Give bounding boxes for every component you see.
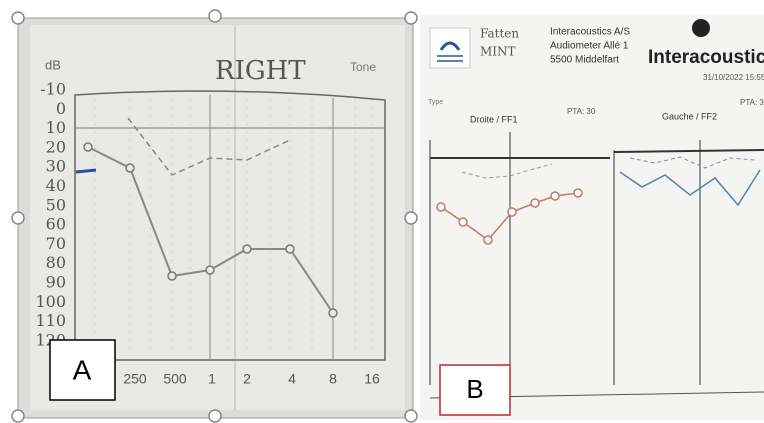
chart-frame (74, 90, 386, 361)
panel-label: B (466, 374, 483, 404)
y-label: 20 (46, 137, 66, 156)
heading: RIGHT (215, 56, 306, 86)
resize-handles (11, 9, 418, 423)
y-label: 10 (46, 118, 66, 137)
y-label: 110 (35, 311, 66, 330)
right-title: Gauche / FF2 (662, 111, 717, 121)
right-air-curve (619, 169, 761, 207)
y-labels: -100102030405060708090100110120 (35, 80, 66, 350)
x-label: 250 (123, 371, 147, 387)
x-label: 4 (288, 371, 296, 387)
logo-globe (692, 19, 710, 37)
x-labels: 250 500 1 2 4 8 16 (123, 371, 380, 387)
label-box (49, 339, 116, 401)
address-line: Audiometer Allé 1 (550, 41, 629, 52)
x-label: 2 (243, 371, 251, 387)
resize-handle[interactable] (11, 211, 25, 225)
y-label: 40 (46, 176, 66, 195)
photo-background (420, 15, 764, 420)
air-points (83, 142, 338, 318)
handwriting: MINT (480, 45, 516, 59)
panel-a: dB RIGHT Tone -1001020304050607080901001… (18, 18, 413, 418)
left-pta: PTA: 30 (567, 107, 596, 116)
bone-curve (127, 117, 291, 176)
x-label: 500 (163, 371, 187, 387)
unit-label: dB (45, 57, 61, 72)
x-label: 8 (329, 371, 337, 387)
right-pta: PTA: 3 (740, 98, 764, 107)
left-chart-frame (429, 132, 610, 385)
y-label: 0 (56, 99, 66, 118)
icon-arch (439, 41, 461, 51)
y-label: 90 (46, 273, 66, 292)
address-line: Interacoustics A/S (550, 27, 630, 38)
label-box (439, 364, 511, 416)
resize-handle[interactable] (208, 409, 222, 423)
y-label: 70 (46, 234, 66, 253)
y-label: 80 (46, 253, 66, 272)
y-label: 30 (46, 157, 66, 176)
y-label: 100 (35, 292, 66, 311)
right-bone-curve (629, 156, 756, 169)
panel-b: Fatten MINT Interacoustics A/S Audiomete… (420, 15, 764, 420)
left-air-points (436, 188, 583, 245)
address-line: 5500 Middelfart (550, 55, 619, 66)
resize-handle[interactable] (404, 409, 418, 423)
type-label: Type (428, 99, 443, 106)
resize-handle[interactable] (208, 9, 222, 23)
left-bone-curve (461, 163, 553, 179)
panel-label: A (73, 354, 92, 385)
resize-handle[interactable] (11, 11, 25, 25)
right-chart-frame (613, 140, 764, 385)
handwriting: Fatten (480, 27, 519, 41)
icon-lines (437, 55, 463, 62)
pen-mark (75, 168, 97, 174)
resize-handle[interactable] (404, 211, 418, 225)
brand: Interacoustics (648, 47, 764, 68)
tone-label: Tone (350, 60, 376, 74)
resize-handle[interactable] (11, 409, 25, 423)
left-title: Droite / FF1 (470, 114, 518, 124)
y-label: -10 (40, 80, 66, 99)
y-label: 60 (46, 215, 66, 234)
x-label: 16 (364, 371, 380, 387)
layout-icon[interactable] (429, 27, 471, 69)
resize-handle[interactable] (404, 11, 418, 25)
x-label: 1 (208, 371, 216, 387)
timestamp: 31/10/2022 15:55 (703, 73, 764, 82)
y-label: 50 (46, 195, 66, 214)
